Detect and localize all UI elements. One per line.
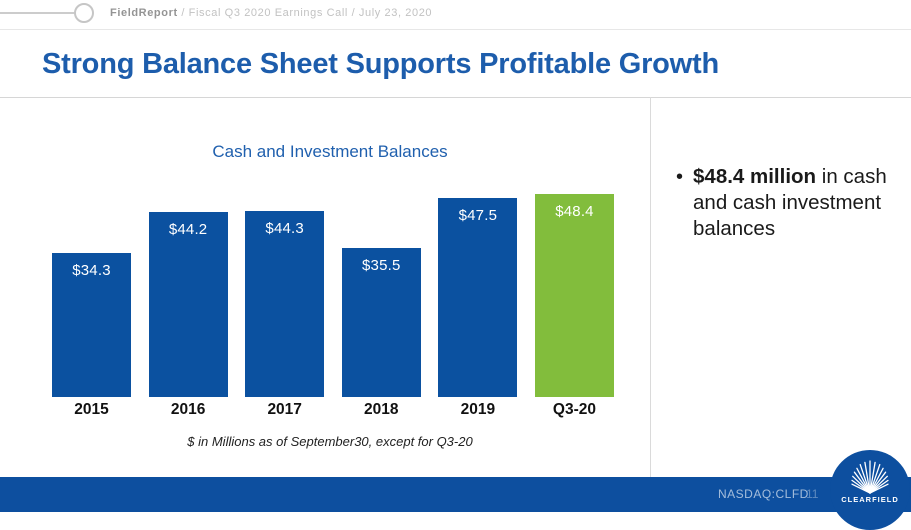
key-point-rest: in cash and cash investment balances — [693, 165, 887, 240]
bar: $34.3 — [52, 253, 131, 397]
ring-icon — [74, 3, 94, 23]
ticker-label: NASDAQ:CLFD — [718, 487, 809, 501]
bar: $44.2 — [148, 212, 228, 397]
bar-category-label: 2017 — [267, 401, 302, 418]
clearfield-logo-text: CLEARFIELD — [841, 495, 899, 504]
bar: $48.4 — [534, 194, 614, 397]
bar: $44.3 — [245, 211, 325, 397]
footer-bar: NASDAQ:CLFD 11 — [0, 477, 911, 512]
fan-icon — [851, 460, 889, 494]
breadcrumb: FieldReport / Fiscal Q3 2020 Earnings Ca… — [110, 7, 432, 19]
key-point-text: $48.4 million in cash and cash investmen… — [693, 164, 888, 242]
bar-value-label: $44.3 — [265, 220, 304, 237]
bar-category-label: 2016 — [170, 401, 206, 418]
bar-value-label: $35.5 — [362, 257, 401, 274]
bar: $35.5 — [341, 248, 421, 397]
vertical-divider — [650, 97, 651, 477]
breadcrumb-bar: FieldReport / Fiscal Q3 2020 Earnings Ca… — [0, 0, 911, 30]
bar-category-label: 2015 — [74, 401, 109, 418]
bar-value-label: $44.2 — [168, 221, 208, 238]
key-point-highlight: $48.4 million — [693, 165, 817, 188]
bar: $47.5 — [438, 198, 518, 397]
decorative-line — [0, 12, 75, 14]
bar-category-label: 2018 — [364, 401, 399, 418]
bullet-icon: • — [676, 166, 684, 188]
horizontal-divider — [0, 97, 911, 98]
bar-value-label: $34.3 — [72, 262, 111, 279]
clearfield-logo: CLEARFIELD — [830, 450, 910, 530]
category-row: 2015 2016 2017 2018 2019 Q3-20 — [52, 401, 614, 419]
chart-footnote: $ in Millions as of September30, except … — [187, 434, 473, 449]
breadcrumb-trail: / Fiscal Q3 2020 Earnings Call / July 23… — [177, 7, 433, 19]
chart-title: Cash and Investment Balances — [212, 142, 448, 161]
bars-row: $34.3 $44.2 $44.3 $35.5 $47.5 $48.4 — [52, 190, 614, 397]
bar-value-label: $48.4 — [555, 203, 594, 220]
bar-category-label: 2019 — [460, 401, 496, 418]
bar-value-label: $47.5 — [458, 207, 498, 224]
page-title: Strong Balance Sheet Supports Profitable… — [42, 48, 720, 80]
bar-category-label: Q3-20 — [552, 401, 597, 418]
page-number: 11 — [806, 487, 819, 501]
breadcrumb-brand[interactable]: FieldReport — [110, 7, 178, 19]
key-point-bullet: • $48.4 million in cash and cash investm… — [676, 164, 888, 242]
